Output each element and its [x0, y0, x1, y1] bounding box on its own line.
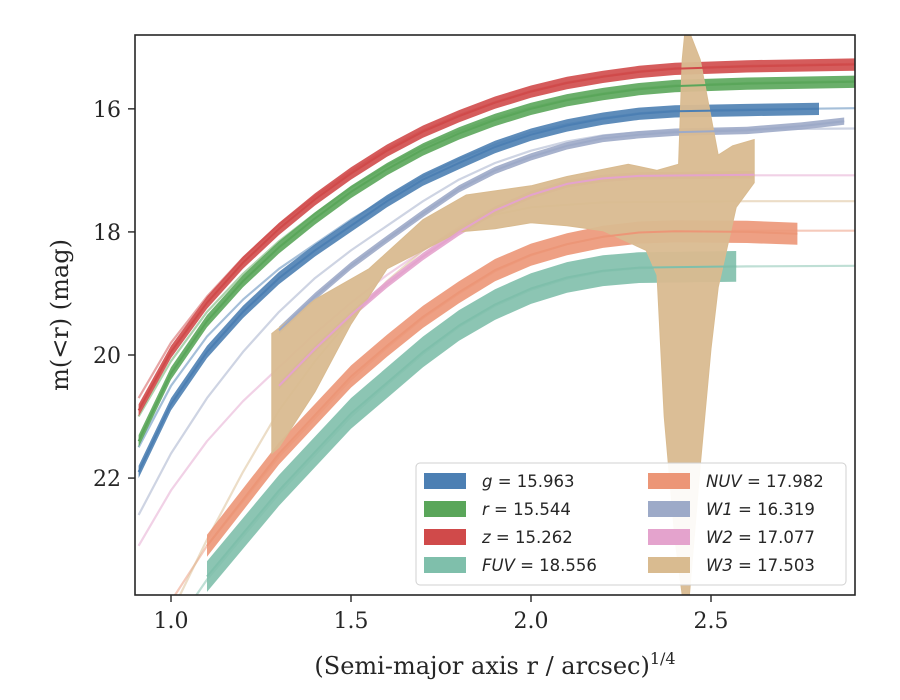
- x-axis-label-text: (Semi-major axis r / arcsec): [314, 652, 649, 680]
- plot-frame: [134, 34, 856, 596]
- legend-swatch-g: [424, 473, 466, 489]
- band-w3: [271, 35, 755, 595]
- y-axis-label: m(<r) (mag): [46, 239, 74, 391]
- line-r: [137, 80, 855, 442]
- x-tick-label: 2.0: [514, 609, 549, 634]
- y-tick-label: 20: [93, 344, 121, 369]
- line-nuv: [206, 230, 798, 547]
- legend-swatch-r: [424, 501, 466, 517]
- legend-label-fuv: FUV = 18.556: [482, 556, 597, 575]
- profile-lines: [137, 63, 855, 578]
- y-tick-label: 18: [93, 221, 121, 246]
- x-axis-label-exponent: 1/4: [650, 649, 676, 668]
- x-tick-label: 1.0: [154, 609, 189, 634]
- x-axis-label: (Semi-major axis r / arcsec)1/4: [314, 649, 675, 680]
- y-axis: 16 18 20 22: [93, 98, 135, 492]
- legend-swatch-fuv: [424, 557, 466, 573]
- legend-label-r: r = 15.544: [482, 500, 571, 519]
- legend-swatch-w1: [648, 501, 690, 517]
- y-tick-label: 22: [93, 467, 121, 492]
- legend-label-z: z = 15.262: [481, 528, 573, 547]
- line-fuv: [206, 265, 737, 578]
- line-g: [137, 107, 820, 473]
- legend-label-w2: W2 = 17.077: [706, 528, 815, 547]
- legend-swatch-z: [424, 529, 466, 545]
- legend-label-w1: W1 = 16.319: [706, 500, 815, 519]
- legend-box: [415, 462, 847, 586]
- line-w1: [278, 120, 845, 332]
- legend-label-nuv: NUV = 17.982: [706, 472, 824, 491]
- y-tick-label: 16: [93, 98, 121, 123]
- legend-label-w3: W3 = 17.503: [706, 556, 815, 575]
- legend: g = 15.963 r = 15.544 z = 15.262 FUV = 18.5…: [415, 462, 847, 586]
- legend-swatch-w2: [648, 529, 690, 545]
- legend-swatch-nuv: [648, 473, 690, 489]
- legend-swatch-w3: [648, 557, 690, 573]
- legend-label-g: g = 15.963: [482, 472, 575, 491]
- line-w2: [278, 173, 755, 387]
- x-tick-label: 1.5: [334, 609, 369, 634]
- x-tick-label: 2.5: [694, 609, 729, 634]
- x-axis: 1.0 1.5 2.0 2.5: [154, 595, 729, 634]
- line-z: [137, 63, 855, 411]
